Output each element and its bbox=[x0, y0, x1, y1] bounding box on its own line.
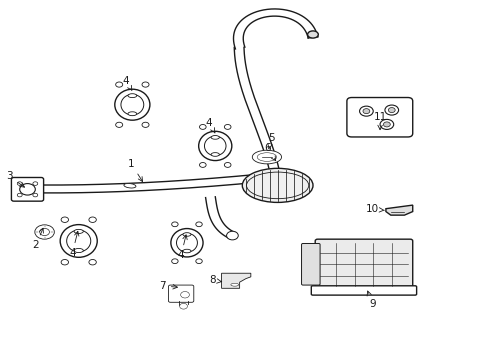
FancyBboxPatch shape bbox=[315, 239, 412, 289]
Circle shape bbox=[17, 193, 22, 197]
FancyBboxPatch shape bbox=[311, 286, 416, 295]
Circle shape bbox=[384, 105, 398, 115]
Circle shape bbox=[179, 303, 187, 309]
Ellipse shape bbox=[74, 229, 83, 234]
Circle shape bbox=[224, 162, 230, 167]
Circle shape bbox=[61, 260, 68, 265]
Circle shape bbox=[359, 106, 372, 116]
Circle shape bbox=[383, 122, 389, 127]
Text: 4: 4 bbox=[122, 76, 132, 90]
Circle shape bbox=[171, 222, 178, 227]
Circle shape bbox=[171, 259, 178, 264]
Circle shape bbox=[35, 225, 54, 239]
Circle shape bbox=[89, 217, 96, 222]
Text: 2: 2 bbox=[32, 228, 43, 250]
Ellipse shape bbox=[211, 136, 219, 139]
Circle shape bbox=[142, 82, 149, 87]
Text: 3: 3 bbox=[6, 171, 24, 187]
Ellipse shape bbox=[211, 153, 219, 156]
Text: 1: 1 bbox=[128, 159, 142, 181]
Circle shape bbox=[116, 82, 122, 87]
Circle shape bbox=[199, 162, 206, 167]
Ellipse shape bbox=[183, 233, 191, 236]
Text: 7: 7 bbox=[159, 281, 177, 291]
FancyBboxPatch shape bbox=[11, 177, 43, 201]
Ellipse shape bbox=[123, 184, 136, 188]
Circle shape bbox=[226, 231, 238, 240]
FancyBboxPatch shape bbox=[346, 98, 412, 137]
Text: 9: 9 bbox=[366, 291, 375, 309]
Circle shape bbox=[33, 193, 38, 197]
Text: 4: 4 bbox=[178, 235, 187, 260]
Ellipse shape bbox=[307, 31, 318, 38]
Ellipse shape bbox=[128, 112, 137, 116]
Circle shape bbox=[89, 260, 96, 265]
Ellipse shape bbox=[252, 150, 281, 164]
Text: 4: 4 bbox=[69, 231, 79, 258]
Ellipse shape bbox=[170, 229, 203, 257]
Ellipse shape bbox=[74, 248, 83, 253]
Ellipse shape bbox=[183, 249, 191, 253]
Circle shape bbox=[224, 125, 230, 129]
Circle shape bbox=[387, 108, 394, 113]
Text: 4: 4 bbox=[205, 118, 215, 133]
Circle shape bbox=[199, 125, 206, 129]
Polygon shape bbox=[385, 205, 412, 215]
Polygon shape bbox=[221, 273, 250, 288]
Circle shape bbox=[40, 228, 49, 235]
Ellipse shape bbox=[60, 225, 97, 257]
Text: 11: 11 bbox=[373, 112, 386, 130]
Circle shape bbox=[362, 109, 369, 114]
Ellipse shape bbox=[242, 168, 312, 202]
Text: 6: 6 bbox=[264, 143, 275, 161]
Text: 10: 10 bbox=[365, 204, 384, 215]
Circle shape bbox=[20, 184, 35, 195]
Circle shape bbox=[142, 122, 149, 127]
Circle shape bbox=[195, 222, 202, 227]
FancyBboxPatch shape bbox=[301, 243, 320, 285]
Ellipse shape bbox=[128, 94, 137, 98]
Ellipse shape bbox=[230, 283, 238, 286]
Circle shape bbox=[61, 217, 68, 222]
Circle shape bbox=[180, 292, 189, 298]
Circle shape bbox=[116, 122, 122, 127]
Ellipse shape bbox=[198, 131, 231, 161]
Circle shape bbox=[17, 182, 22, 185]
Text: 5: 5 bbox=[267, 133, 275, 149]
Text: 8: 8 bbox=[209, 275, 221, 285]
FancyBboxPatch shape bbox=[168, 285, 193, 302]
Ellipse shape bbox=[115, 89, 150, 120]
Circle shape bbox=[379, 120, 393, 130]
Circle shape bbox=[195, 259, 202, 264]
Circle shape bbox=[33, 182, 38, 185]
